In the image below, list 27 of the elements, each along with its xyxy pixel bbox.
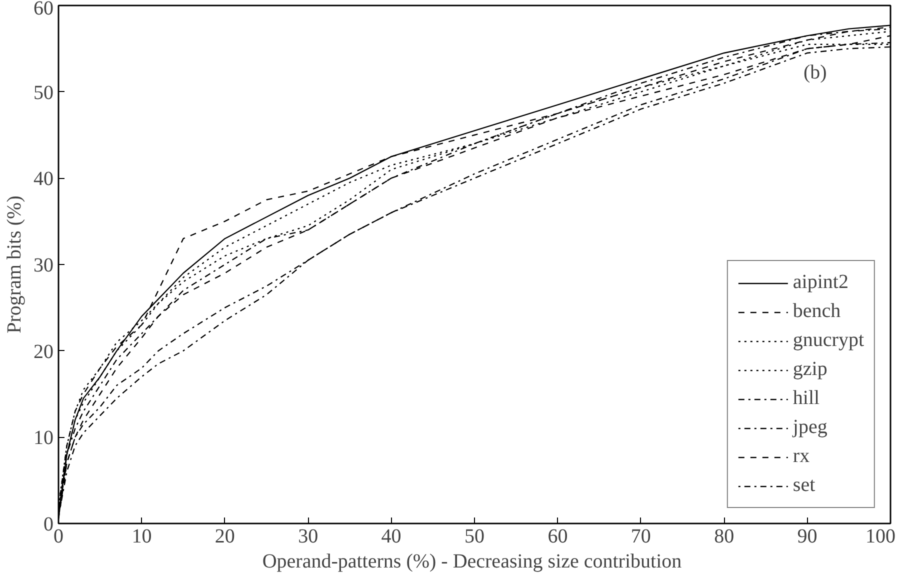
x-tick-label: 60	[548, 526, 568, 548]
x-tick-label: 100	[866, 526, 896, 548]
y-tick-label: 60	[34, 0, 54, 20]
x-tick-label: 90	[797, 526, 818, 548]
legend-label: gzip	[792, 358, 828, 381]
legend-label: gnucrypt	[792, 329, 864, 352]
x-tick-label: 80	[714, 526, 734, 548]
legend-label: aipint2	[792, 271, 848, 294]
annotation: (b)	[804, 62, 827, 84]
y-tick-label: 50	[34, 82, 54, 104]
x-tick-label: 40	[381, 526, 402, 548]
legend-label: rx	[792, 445, 811, 468]
y-tick-label: 30	[34, 254, 54, 276]
legend-label: jpeg	[792, 416, 828, 439]
x-tick-label: 30	[298, 526, 318, 548]
y-tick-label: 20	[34, 340, 54, 363]
x-tick-label: 50	[464, 526, 484, 548]
x-axis-title: Operand-patterns (%) - Decreasing size contribution	[262, 550, 682, 572]
y-tick-label: 10	[34, 427, 54, 450]
legend-label: set	[792, 474, 816, 497]
x-tick-label: 70	[630, 526, 651, 548]
x-tick-label: 20	[214, 526, 235, 548]
y-tick-label: 40	[34, 168, 54, 190]
legend-label: hill	[792, 387, 820, 410]
y-axis-title: Program bits (%)	[4, 196, 26, 334]
x-tick-label: 10	[132, 526, 152, 548]
legend-label: bench	[792, 300, 841, 323]
